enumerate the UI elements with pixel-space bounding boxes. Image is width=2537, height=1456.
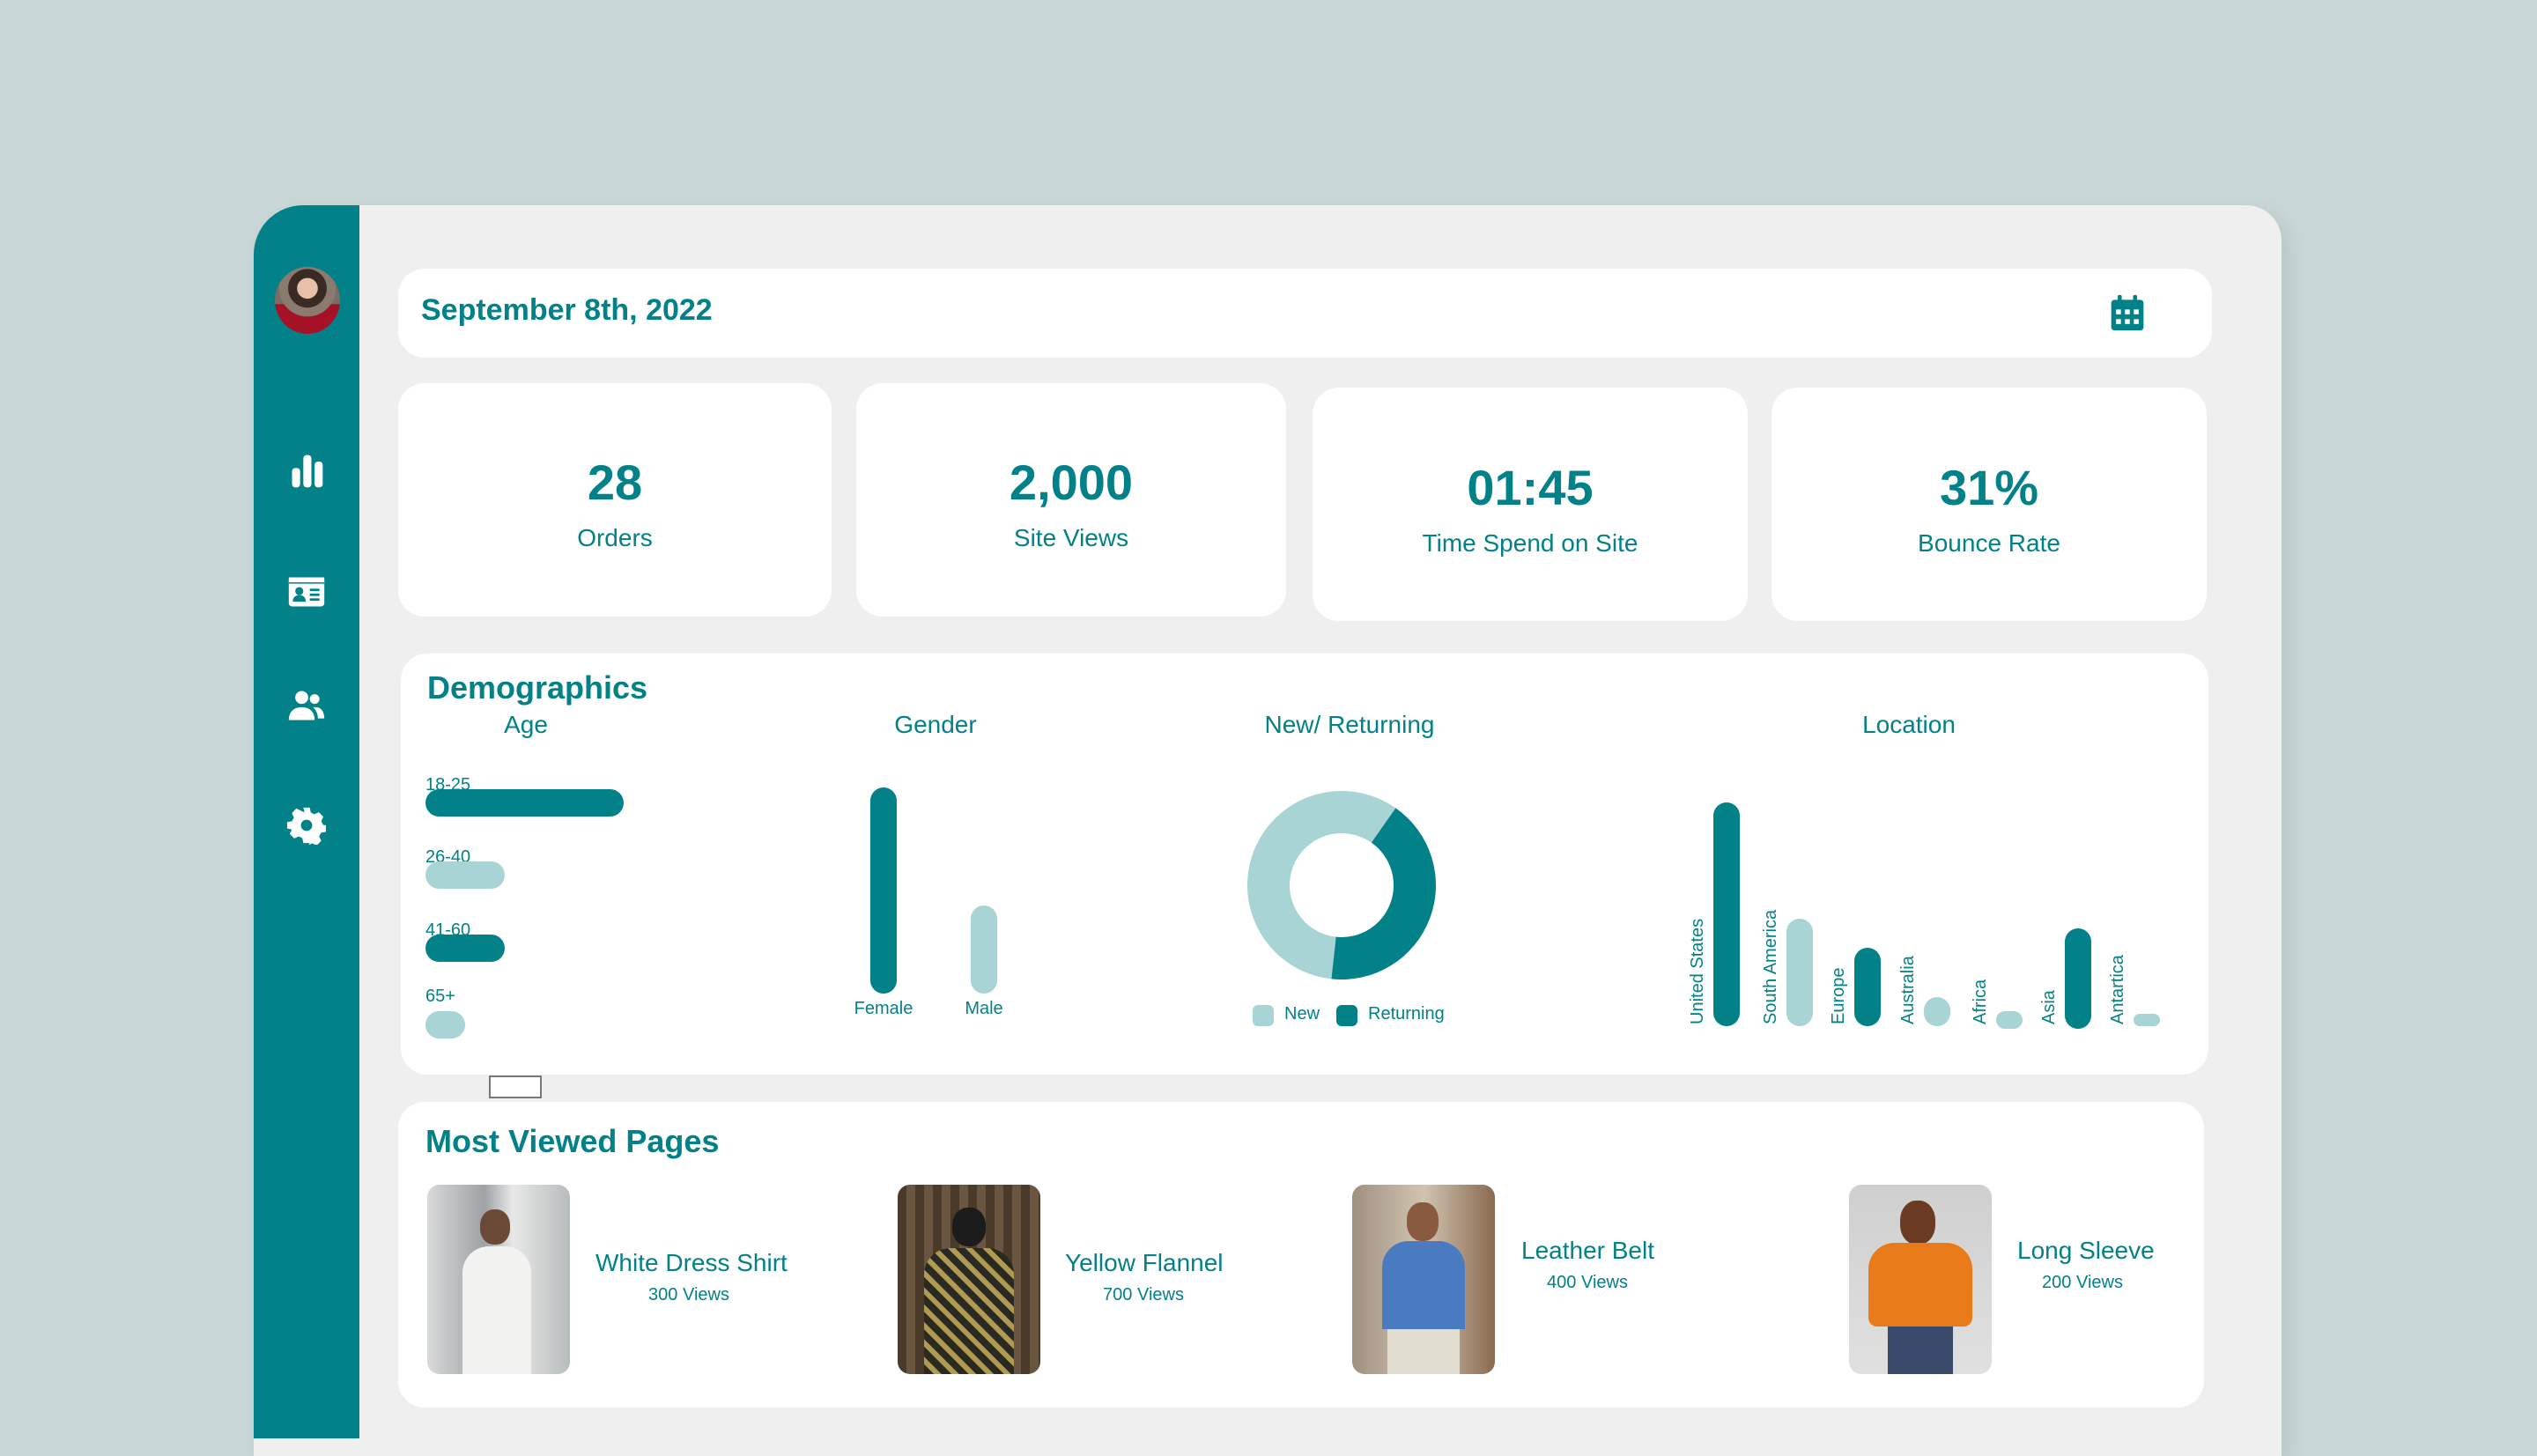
location-label: Australia [1898, 956, 1918, 1024]
location-label: Antartica [2108, 955, 2127, 1024]
location-bar[interactable] [2065, 928, 2091, 1029]
product-views: 200 Views [2042, 1273, 2123, 1292]
donut-slice-returning[interactable] [1331, 808, 1436, 979]
legend-swatch [1253, 1005, 1274, 1026]
stat-card-bounce-rate: 31% Bounce Rate [1771, 388, 2207, 621]
product-views: 300 Views [648, 1285, 729, 1304]
most-viewed-title: Most Viewed Pages [425, 1123, 720, 1159]
sidebar [254, 205, 359, 1438]
gender-bar[interactable] [870, 787, 897, 994]
location-bar[interactable] [1854, 948, 1881, 1026]
location-bar[interactable] [1713, 802, 1740, 1026]
location-bar[interactable] [1996, 1010, 2023, 1029]
current-date: September 8th, 2022 [421, 293, 713, 327]
demographics-card: Demographics Age Gender New/ Returning L… [401, 654, 2208, 1075]
stat-label: Time Spend on Site [1422, 529, 1638, 557]
scroll-handle[interactable] [489, 1075, 542, 1098]
stat-card-site-views: 2,000 Site Views [856, 383, 1286, 617]
location-chart-title: Location [1862, 711, 1956, 738]
new-returning-donut [1247, 791, 1436, 979]
location-bar[interactable] [2134, 1014, 2160, 1026]
product-image-yellow-flannel[interactable] [898, 1185, 1040, 1374]
stat-label: Site Views [1013, 524, 1129, 551]
product-name[interactable]: White Dress Shirt [595, 1249, 788, 1276]
stat-value: 31% [1939, 460, 2039, 515]
age-bar[interactable] [425, 935, 505, 962]
legend-label: New [1284, 1004, 1320, 1024]
most-viewed-card: Most Viewed Pages White Dress Shirt 300 … [398, 1102, 2204, 1408]
id-card-icon[interactable] [287, 573, 326, 611]
gear-icon[interactable] [287, 806, 326, 845]
location-label: Asia [2039, 990, 2059, 1024]
location-label: Europe [1829, 967, 1848, 1025]
location-label: United States [1688, 918, 1707, 1024]
gender-label: Female [854, 999, 913, 1018]
age-bar[interactable] [425, 1011, 465, 1038]
stat-card-orders: 28 Orders [398, 383, 832, 617]
age-bar[interactable] [425, 789, 624, 817]
legend-swatch [1336, 1005, 1357, 1026]
users-icon[interactable] [287, 686, 326, 725]
donut-slice-new[interactable] [1247, 791, 1396, 979]
gender-chart-title: Gender [894, 711, 977, 738]
stat-value: 28 [587, 455, 643, 510]
age-bar[interactable] [425, 861, 505, 889]
location-label: Africa [1971, 979, 1990, 1024]
date-bar: September 8th, 2022 [398, 269, 2212, 358]
product-image-long-sleeve[interactable] [1849, 1185, 1992, 1374]
stat-card-time-on-site: 01:45 Time Spend on Site [1313, 388, 1748, 621]
bar-chart-icon[interactable] [287, 452, 326, 491]
product-views: 400 Views [1547, 1273, 1628, 1292]
calendar-icon[interactable] [2108, 293, 2147, 332]
stat-value: 2,000 [1009, 455, 1134, 510]
age-chart-title: Age [504, 711, 548, 738]
stat-label: Orders [577, 524, 653, 551]
product-name[interactable]: Leather Belt [1521, 1237, 1654, 1264]
avatar[interactable] [275, 267, 340, 334]
stat-value: 01:45 [1467, 460, 1594, 515]
gender-bar[interactable] [971, 905, 997, 994]
new-returning-chart-title: New/ Returning [1264, 711, 1435, 738]
location-bar[interactable] [1786, 919, 1813, 1026]
product-name[interactable]: Long Sleeve [2017, 1237, 2155, 1264]
product-image-white-dress-shirt[interactable] [427, 1185, 570, 1374]
product-name[interactable]: Yellow Flannel [1065, 1249, 1224, 1276]
gender-label: Male [965, 999, 1003, 1018]
age-label: 65+ [425, 987, 455, 1006]
location-label: South America [1761, 909, 1780, 1024]
legend-label: Returning [1368, 1004, 1445, 1024]
demographics-title: Demographics [427, 669, 648, 706]
product-image-leather-belt[interactable] [1352, 1185, 1495, 1374]
stat-label: Bounce Rate [1918, 529, 2060, 557]
product-views: 700 Views [1103, 1285, 1184, 1304]
location-bar[interactable] [1924, 996, 1950, 1026]
